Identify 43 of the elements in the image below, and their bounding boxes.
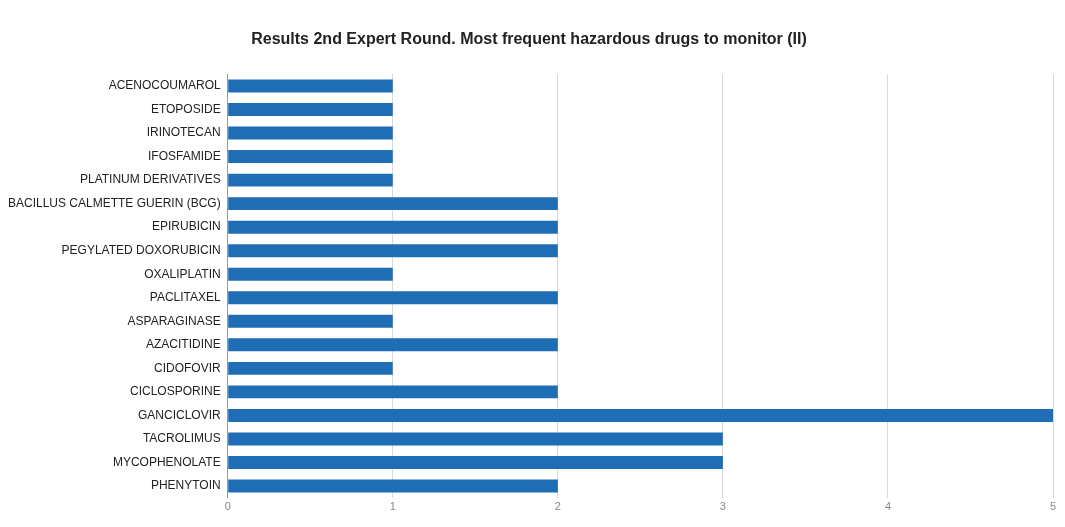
bar	[228, 126, 393, 140]
y-tick-label: ETOPOSIDE	[150, 101, 221, 116]
y-tick-label: PEGYLATED DOXORUBICIN	[61, 243, 221, 258]
y-tick-label: EPIRUBICIN	[152, 219, 221, 234]
y-tick-label: BACILLUS CALMETTE GUERIN (BCG)	[8, 195, 221, 210]
bar	[228, 173, 393, 187]
y-tick-label: CIDOFOVIR	[154, 360, 222, 375]
y-tick-label: AZACITIDINE	[146, 337, 221, 352]
chart-title: Results 2nd Expert Round. Most frequent hazardous drugs to monitor (II)	[251, 30, 807, 48]
bar	[228, 456, 723, 469]
y-tick-label: PACLITAXEL	[149, 290, 222, 305]
x-tick-label: 0	[224, 500, 231, 513]
y-tick-label: ASPARAGINASE	[127, 313, 221, 328]
x-tick-label: 4	[884, 500, 891, 513]
bar	[228, 361, 393, 375]
y-tick-label: IRINOTECAN	[146, 125, 221, 140]
bar	[228, 291, 558, 305]
bar	[228, 197, 558, 211]
bar	[228, 103, 393, 116]
bar	[228, 79, 393, 93]
y-tick-label: OXALIPLATIN	[144, 266, 221, 281]
x-tick-label: 5	[1049, 500, 1057, 513]
y-tick-label: CICLOSPORINE	[130, 384, 221, 399]
y-tick-label: IFOSFAMIDE	[148, 148, 221, 163]
bar	[228, 150, 393, 164]
y-tick-label: ACENOCOUMAROL	[108, 78, 222, 93]
y-tick-label: TACROLIMUS	[142, 431, 221, 446]
y-tick-label: GANCICLOVIR	[138, 407, 222, 422]
y-tick-label: MYCOPHENOLATE	[112, 454, 221, 469]
bar	[228, 385, 558, 399]
x-tick-label: 3	[719, 500, 726, 513]
bar	[228, 314, 393, 328]
bar	[228, 408, 1053, 422]
y-tick-label: PLATINUM DERIVATIVES	[80, 172, 221, 187]
bar	[228, 432, 723, 446]
y-tick-label: PHENYTOIN	[150, 478, 221, 493]
x-tick-label: 2	[554, 500, 561, 513]
bar	[228, 338, 558, 352]
bar	[228, 479, 558, 493]
bar	[228, 244, 558, 258]
bar	[228, 267, 393, 281]
bar	[228, 220, 558, 234]
x-tick-label: 1	[389, 500, 396, 513]
